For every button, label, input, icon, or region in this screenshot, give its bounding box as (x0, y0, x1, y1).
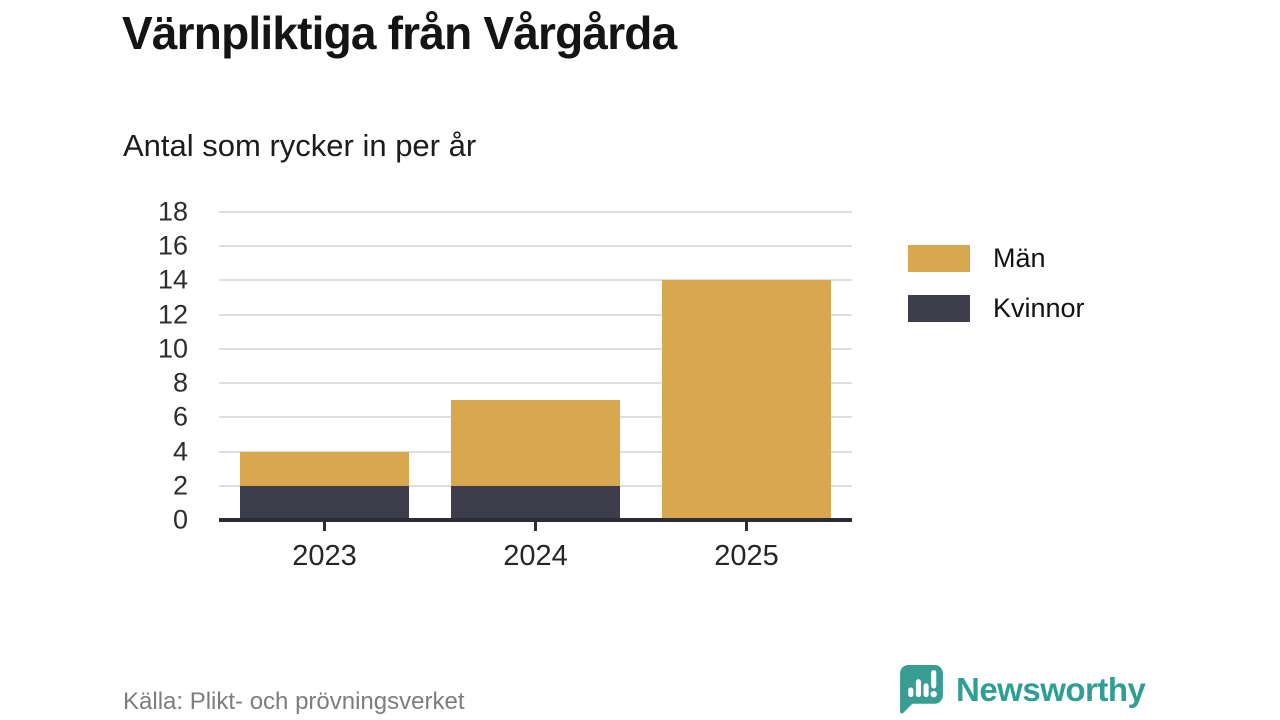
legend-item-män: Män (908, 243, 1085, 274)
bar-segment-män (451, 400, 620, 486)
y-tick-label: 16 (157, 230, 188, 261)
source-note: Källa: Plikt- och prövningsverket (123, 688, 465, 715)
x-axis-labels: 2023 2024 2025 (219, 522, 852, 573)
gridline (219, 347, 852, 350)
bar-segment-män (240, 451, 409, 486)
chart-title: Värnpliktiga från Vårgårda (122, 7, 677, 59)
stacked-bar (451, 212, 620, 520)
y-tick-label: 14 (157, 264, 188, 295)
y-axis-labels: 0 2 4 6 8 10 12 14 16 18 (110, 197, 196, 535)
stacked-bar (240, 212, 409, 520)
x-tick-label: 2023 (292, 540, 357, 572)
x-tick-mark (745, 522, 748, 531)
legend-label: Kvinnor (993, 293, 1085, 323)
x-tick-mark (323, 522, 326, 531)
x-band: 2023 (219, 522, 430, 573)
x-tick-mark (534, 522, 537, 531)
gridline (219, 382, 852, 385)
x-band: 2024 (430, 522, 641, 573)
plot-area (219, 211, 852, 520)
y-tick-label: 10 (157, 333, 188, 364)
bar-group-2024 (430, 212, 641, 520)
gridline (219, 313, 852, 316)
gridline (219, 211, 852, 213)
newsworthy-bubble-bar-chart-icon (900, 665, 943, 714)
legend-swatch (908, 245, 970, 272)
legend-swatch (908, 295, 970, 322)
newsworthy-logo: Newsworthy (896, 663, 1146, 716)
x-band: 2025 (641, 522, 852, 573)
y-tick-label: 12 (157, 299, 188, 330)
legend-label: Män (993, 243, 1046, 273)
legend: Män Kvinnor (908, 243, 1085, 324)
bar-segment-män (662, 280, 831, 520)
bar-segment-kvinnor (240, 485, 409, 520)
stacked-bar (662, 212, 831, 520)
bar-group-2025 (641, 212, 852, 520)
newsworthy-wordmark: Newsworthy (956, 670, 1146, 708)
gridline (219, 279, 852, 282)
x-tick-label: 2024 (503, 540, 568, 572)
y-tick-label: 2 (172, 470, 188, 501)
bar-group-2023 (219, 212, 430, 520)
y-tick-label: 6 (172, 401, 188, 432)
x-tick-label: 2025 (714, 540, 779, 572)
x-axis-line (219, 518, 852, 522)
gridline (219, 245, 852, 248)
legend-item-kvinnor: Kvinnor (908, 293, 1085, 324)
bar-segment-kvinnor (451, 485, 620, 520)
y-tick-label: 0 (172, 504, 188, 535)
y-tick-label: 18 (157, 196, 188, 227)
chart-subtitle: Antal som rycker in per år (123, 128, 477, 163)
y-tick-label: 4 (172, 436, 188, 467)
y-tick-label: 8 (172, 367, 188, 398)
